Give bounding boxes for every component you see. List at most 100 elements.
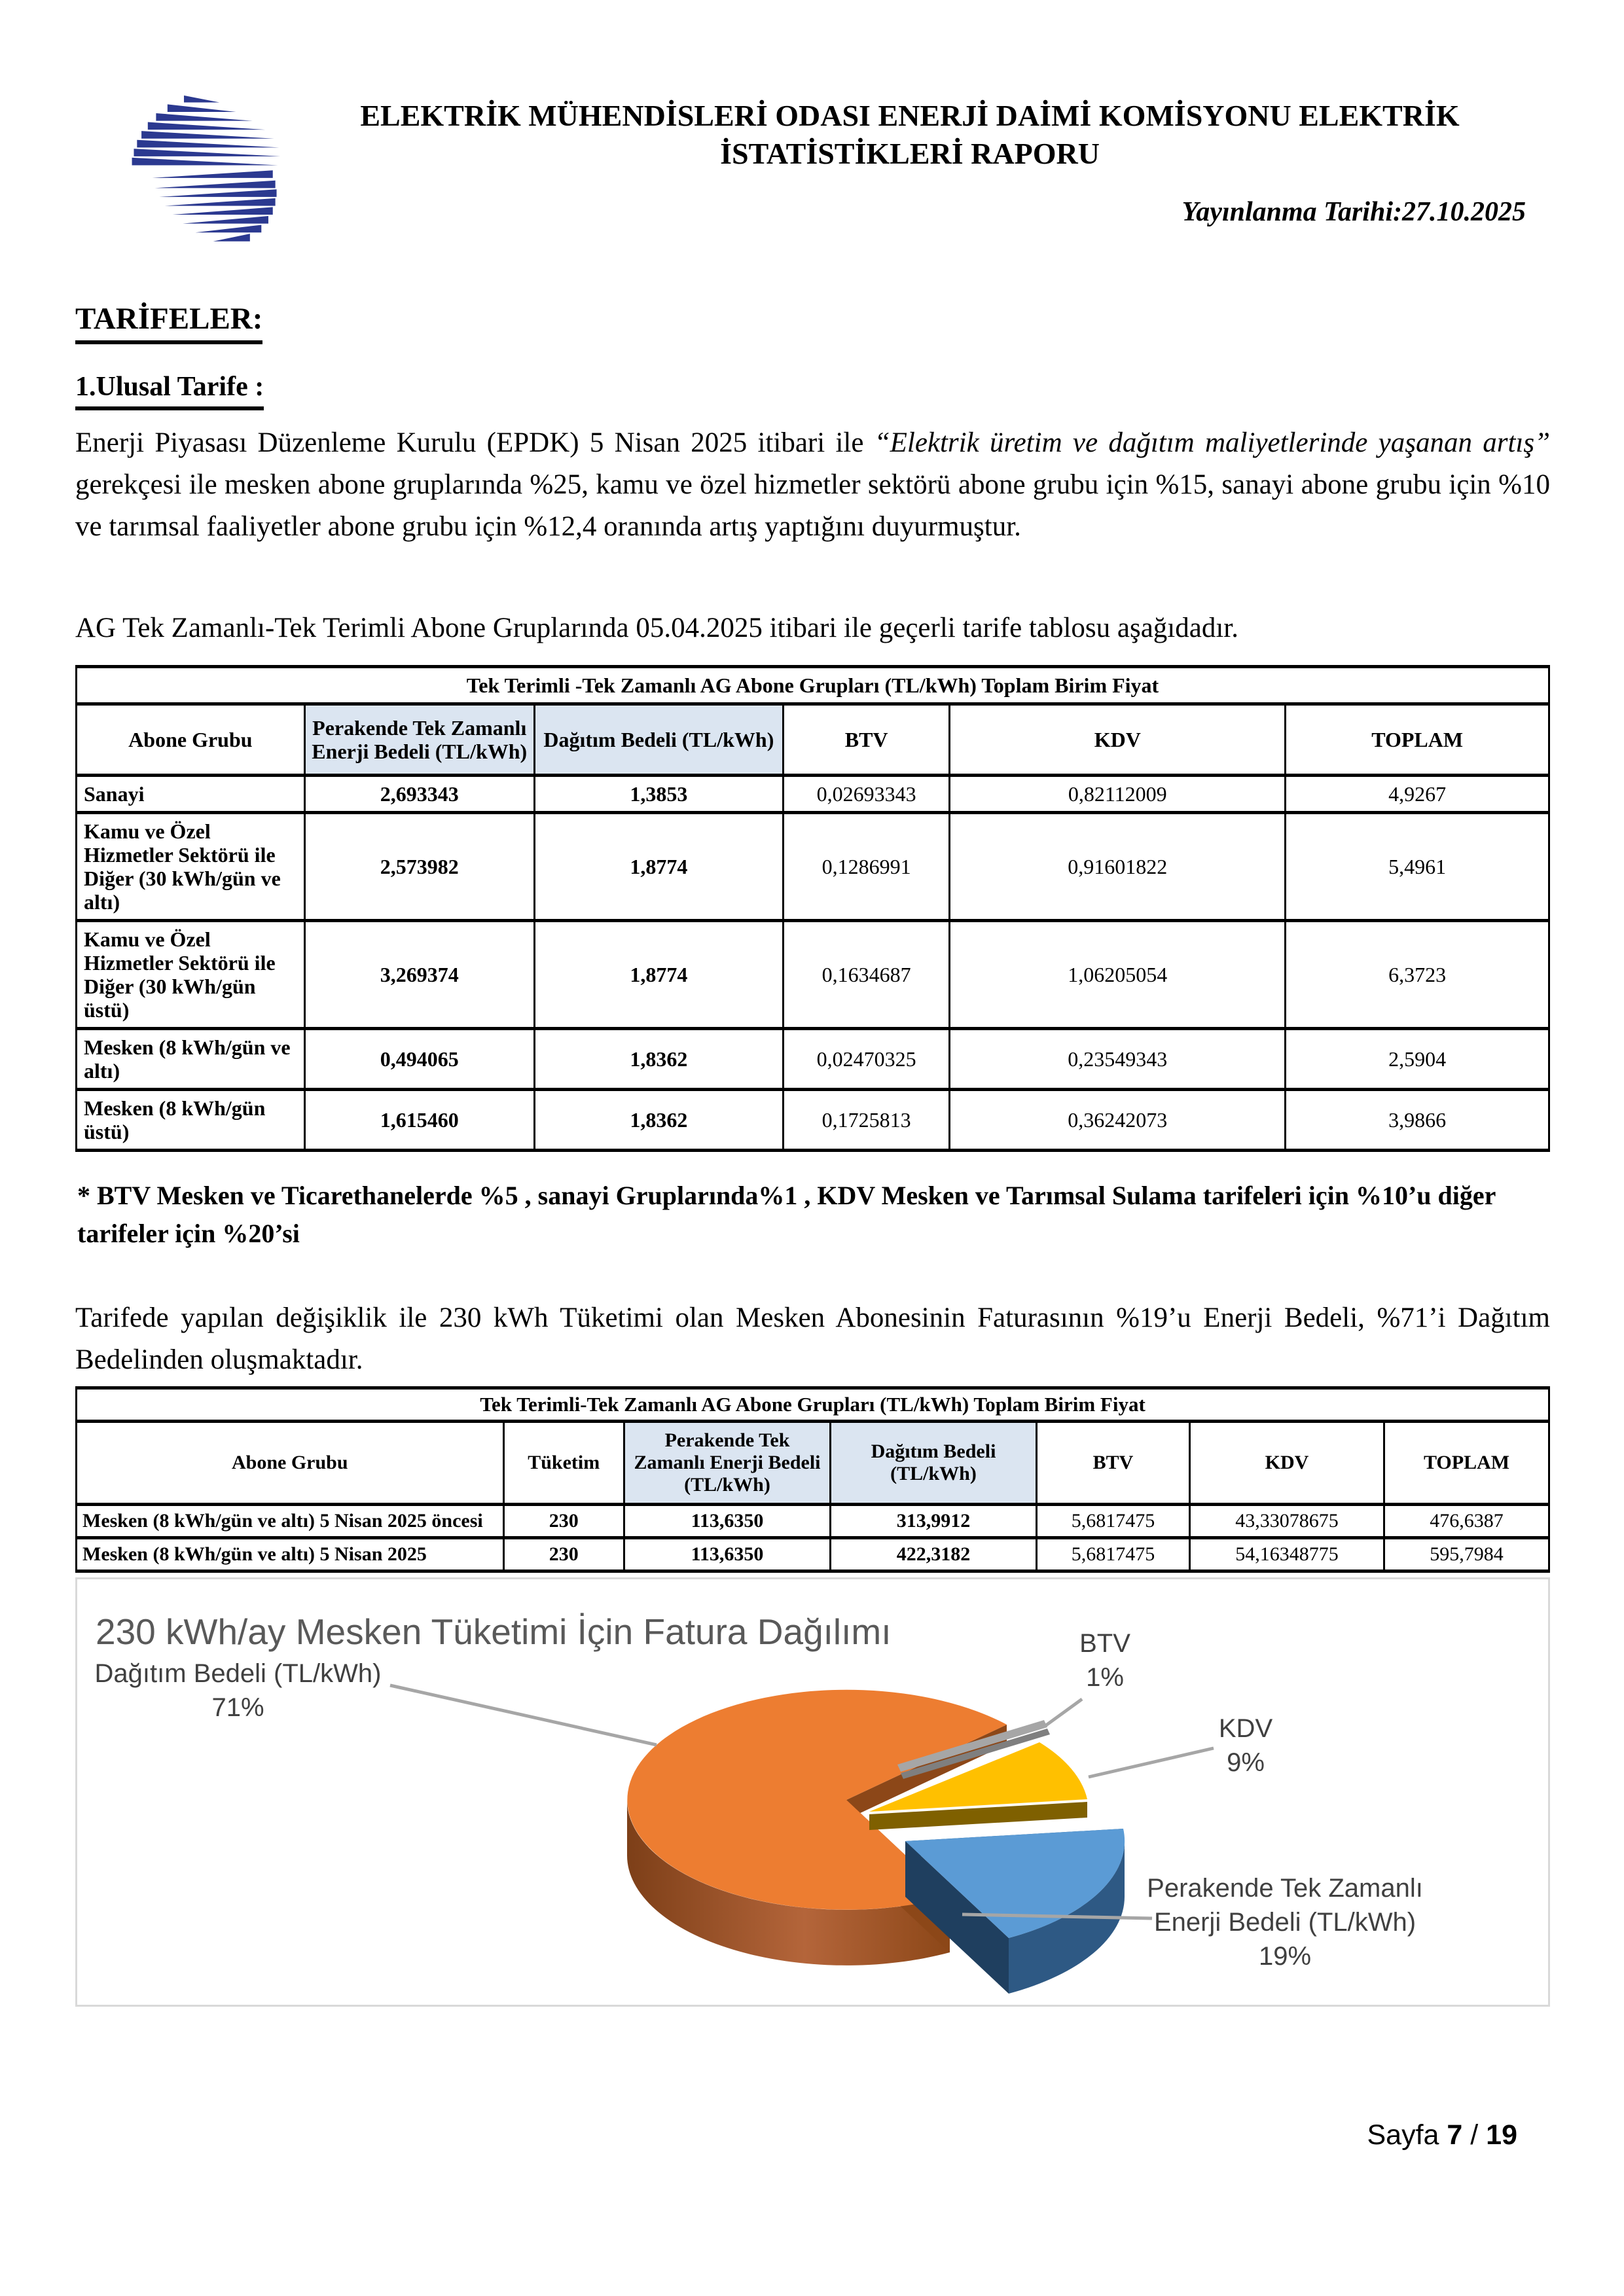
- row-perakende: 113,6350: [623, 1503, 831, 1539]
- pie-label-percent: 9%: [1227, 1748, 1265, 1777]
- pie-chart-container: 230 kWh/ay Mesken Tüketimi İçin Fatura D…: [75, 1577, 1550, 2007]
- row-dagitim: 1,3853: [533, 774, 785, 814]
- row-perakende: 2,693343: [303, 774, 535, 814]
- table1-col-kdv: KDV: [948, 702, 1287, 777]
- pie-label-perakende: Perakende Tek Zamanlı Enerji Bedeli (TL/…: [1144, 1871, 1426, 1973]
- table-row: Kamu ve Özel Hizmetler Sektörü ile Diğer…: [75, 919, 1550, 1030]
- table1-col-btv: BTV: [782, 702, 951, 777]
- row-btv: 0,02470325: [782, 1027, 951, 1091]
- table2-title: Tek Terimli-Tek Zamanlı AG Abone Gruplar…: [75, 1386, 1550, 1423]
- pie-label-text: KDV: [1218, 1714, 1273, 1743]
- page-number-prefix: Sayfa: [1367, 2119, 1447, 2151]
- chart-title: 230 kWh/ay Mesken Tüketimi İçin Fatura D…: [96, 1611, 892, 1652]
- table1-col-perakende: Perakende Tek Zamanlı Enerji Bedeli (TL/…: [303, 702, 535, 777]
- row-tuketim: 230: [502, 1503, 625, 1539]
- row-group: Mesken (8 kWh/gün ve altı): [75, 1027, 306, 1091]
- row-dagitim: 1,8362: [533, 1088, 785, 1152]
- row-kdv: 0,82112009: [948, 774, 1287, 814]
- row-kdv: 0,91601822: [948, 811, 1287, 922]
- table2-header-row: Abone Grubu Tüketim Perakende Tek Zamanl…: [75, 1420, 1550, 1506]
- row-tuketim: 230: [502, 1536, 625, 1573]
- row-btv: 0,1725813: [782, 1088, 951, 1152]
- striped-globe-logo-icon: [132, 95, 281, 242]
- table1-intro: AG Tek Zamanlı-Tek Terimli Abone Gruplar…: [75, 613, 1238, 643]
- table2-col-tuketim: Tüketim: [502, 1420, 625, 1506]
- intro-paragraph-text: Enerji Piyasası Düzenleme Kurulu (EPDK) …: [75, 427, 875, 458]
- emo-logo: [123, 85, 288, 264]
- intro-paragraph-text-after: gerekçesi ile mesken abone gruplarında %…: [75, 469, 1550, 542]
- intro-paragraph: Enerji Piyasası Düzenleme Kurulu (EPDK) …: [75, 422, 1550, 548]
- row-group: Mesken (8 kWh/gün üstü): [75, 1088, 306, 1152]
- row-group: Sanayi: [75, 774, 306, 814]
- intro-paragraph-quote: “Elektrik üretim ve dağıtım maliyetlerin…: [874, 427, 1550, 458]
- pie-label-btv: BTV 1%: [1039, 1626, 1170, 1695]
- table1-col-toplam: TOPLAM: [1284, 702, 1550, 777]
- pie-label-percent: 1%: [1086, 1663, 1124, 1692]
- pie-label-text: Dağıtım Bedeli (TL/kWh): [94, 1659, 382, 1688]
- pie-label-percent: 71%: [211, 1693, 264, 1722]
- tariff-table-invoice-comparison: Tek Terimli-Tek Zamanlı AG Abone Gruplar…: [75, 1386, 1550, 1573]
- row-btv: 5,6817475: [1036, 1536, 1191, 1573]
- table2-col-toplam: TOPLAM: [1383, 1420, 1550, 1506]
- row-kdv: 54,16348775: [1189, 1536, 1385, 1573]
- table2-col-abone-grubu: Abone Grubu: [75, 1420, 505, 1506]
- row-kdv: 1,06205054: [948, 919, 1287, 1030]
- table-row: Mesken (8 kWh/gün ve altı) 5 Nisan 2025 …: [75, 1503, 1550, 1539]
- pie-chart-3d: [389, 1683, 1214, 1994]
- pie-label-dagitim: Dağıtım Bedeli (TL/kWh) 71%: [82, 1657, 393, 1725]
- pie-slice-kdv: [869, 1742, 1087, 1830]
- page-number-total: 19: [1486, 2119, 1517, 2151]
- table1-col-abone-grubu: Abone Grubu: [75, 702, 306, 777]
- row-perakende: 3,269374: [303, 919, 535, 1030]
- row-dagitim: 1,8362: [533, 1027, 785, 1091]
- pie-slice-dagitim: [627, 1689, 1007, 1965]
- publish-date: Yayınlanma Tarihi:27.10.2025: [1182, 197, 1526, 227]
- table-row: Mesken (8 kWh/gün üstü) 1,615460 1,8362 …: [75, 1088, 1550, 1152]
- row-btv: 0,1634687: [782, 919, 951, 1030]
- table2-col-dagitim: Dağıtım Bedeli (TL/kWh): [829, 1420, 1038, 1506]
- row-toplam: 3,9866: [1284, 1088, 1550, 1152]
- row-group: Kamu ve Özel Hizmetler Sektörü ile Diğer…: [75, 811, 306, 922]
- row-group: Mesken (8 kWh/gün ve altı) 5 Nisan 2025 …: [75, 1503, 505, 1539]
- row-perakende: 1,615460: [303, 1088, 535, 1152]
- table2-col-btv: BTV: [1036, 1420, 1191, 1506]
- leader-btv: [1045, 1697, 1083, 1727]
- page-number-current: 7: [1447, 2119, 1463, 2151]
- row-btv: 5,6817475: [1036, 1503, 1191, 1539]
- table1-col-dagitim: Dağıtım Bedeli (TL/kWh): [533, 702, 785, 777]
- pie-label-text: Perakende Tek Zamanlı Enerji Bedeli (TL/…: [1147, 1874, 1423, 1937]
- row-toplam: 5,4961: [1284, 811, 1550, 922]
- row-toplam: 476,6387: [1383, 1503, 1550, 1539]
- pie-slice-perakende: [905, 1829, 1125, 1994]
- pie-label-percent: 19%: [1258, 1942, 1312, 1971]
- row-perakende: 113,6350: [623, 1536, 831, 1573]
- row-toplam: 6,3723: [1284, 919, 1550, 1030]
- table1-title: Tek Terimli -Tek Zamanlı AG Abone Grupla…: [75, 665, 1550, 706]
- row-toplam: 595,7984: [1383, 1536, 1550, 1573]
- row-dagitim: 1,8774: [533, 811, 785, 922]
- table-row: Mesken (8 kWh/gün ve altı) 0,494065 1,83…: [75, 1027, 1550, 1091]
- document-title: ELEKTRİK MÜHENDİSLERİ ODASI ENERJİ DAİMİ…: [360, 99, 1460, 170]
- row-group: Mesken (8 kWh/gün ve altı) 5 Nisan 2025: [75, 1536, 505, 1573]
- page-number-separator: /: [1462, 2119, 1487, 2151]
- row-btv: 0,1286991: [782, 811, 951, 922]
- table1-footnote: * BTV Mesken ve Ticarethanelerde %5 , sa…: [77, 1181, 1496, 1248]
- tariff-table-unit-prices: Tek Terimli -Tek Zamanlı AG Abone Grupla…: [75, 665, 1550, 1152]
- table2: Tek Terimli-Tek Zamanlı AG Abone Gruplar…: [75, 1386, 1550, 1573]
- leader-lines: [389, 1683, 1214, 1920]
- leader-dagitim: [389, 1683, 657, 1747]
- table-row: Mesken (8 kWh/gün ve altı) 5 Nisan 2025 …: [75, 1536, 1550, 1573]
- row-dagitim: 1,8774: [533, 919, 785, 1030]
- row-dagitim: 422,3182: [829, 1536, 1038, 1573]
- row-kdv: 0,23549343: [948, 1027, 1287, 1091]
- pie-slice-btv: [897, 1720, 1050, 1779]
- row-dagitim: 313,9912: [829, 1503, 1038, 1539]
- leader-kdv: [1088, 1746, 1214, 1779]
- pie-label-text: BTV: [1079, 1629, 1130, 1658]
- row-perakende: 0,494065: [303, 1027, 535, 1091]
- row-kdv: 0,36242073: [948, 1088, 1287, 1152]
- row-perakende: 2,573982: [303, 811, 535, 922]
- leader-perakende: [962, 1912, 1153, 1920]
- row-group: Kamu ve Özel Hizmetler Sektörü ile Diğer…: [75, 919, 306, 1030]
